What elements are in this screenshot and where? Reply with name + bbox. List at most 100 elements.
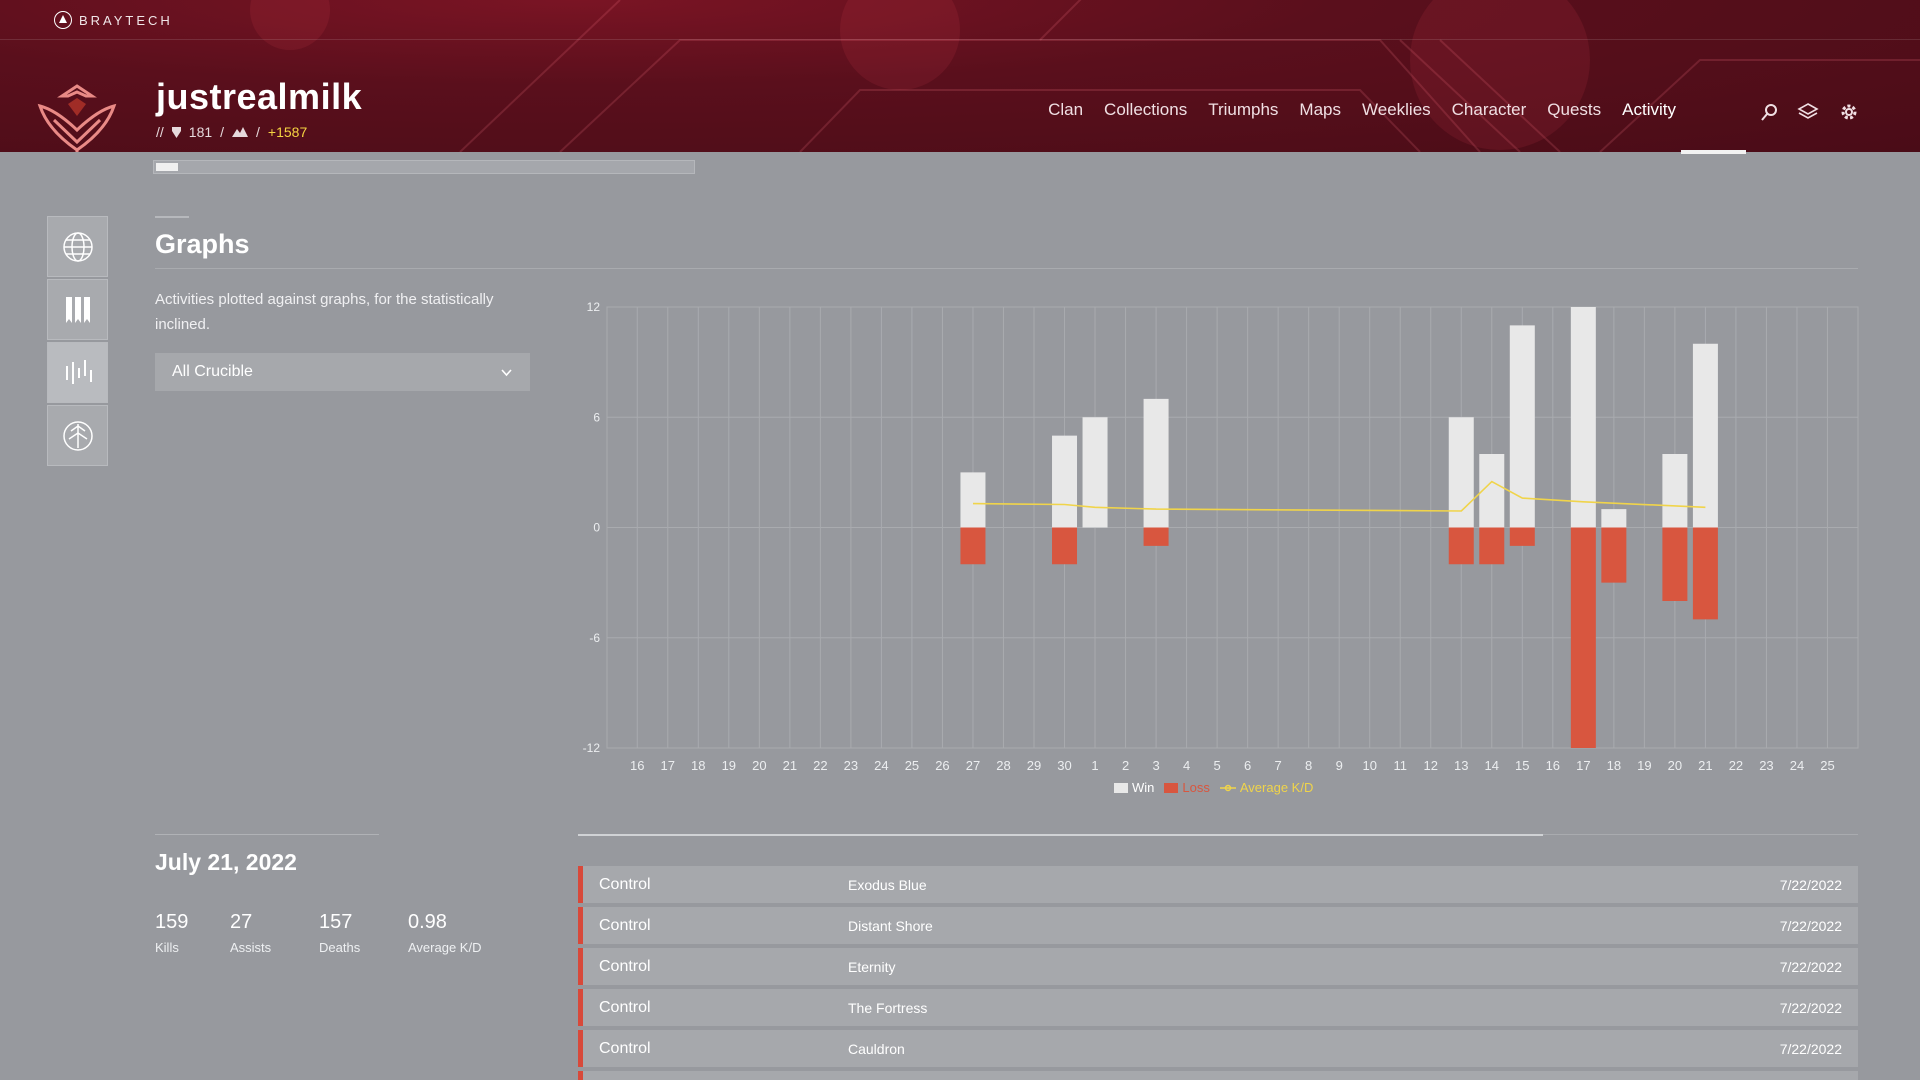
loss-bar <box>1448 527 1474 565</box>
section-accent-rule <box>155 216 189 218</box>
nav-quests[interactable]: Quests <box>1547 100 1602 119</box>
x-tick-label: 12 <box>1424 758 1438 773</box>
win-bar <box>1601 509 1627 528</box>
activity-filter-select[interactable]: All Crucible <box>155 353 530 391</box>
legend-loss-label: Loss <box>1182 780 1210 795</box>
stat-assists: 27 Assists <box>230 911 319 955</box>
activity-row[interactable]: Control The Fortress 7/22/2022 <box>578 989 1858 1026</box>
x-tick-label: 17 <box>661 758 675 773</box>
x-tick-label: 18 <box>691 758 705 773</box>
x-tick-label: 10 <box>1362 758 1376 773</box>
activity-row[interactable]: Control Cauldron 7/22/2022 <box>578 1030 1858 1067</box>
x-tick-label: 29 <box>1027 758 1041 773</box>
header-topbar <box>0 0 1920 40</box>
summary-date: July 21, 2022 <box>155 849 297 875</box>
x-tick-label: 19 <box>1637 758 1651 773</box>
brand-logo[interactable]: BRAYTECH <box>54 11 173 29</box>
sidebar-item-crucible[interactable] <box>47 405 108 466</box>
x-tick-label: 16 <box>630 758 644 773</box>
activity-mode: Control <box>599 998 651 1016</box>
meta-separator: / <box>220 124 225 140</box>
stat-label: Kills <box>155 940 179 955</box>
activity-date: 7/22/2022 <box>1779 876 1842 893</box>
x-tick-label: 6 <box>1244 758 1251 773</box>
activity-mode: Control <box>599 916 651 934</box>
win-bar <box>960 472 986 528</box>
graphs-icon <box>65 359 92 384</box>
sidebar-item-banners[interactable] <box>47 279 108 340</box>
layers-icon[interactable] <box>1797 101 1819 123</box>
x-tick-label: 26 <box>935 758 949 773</box>
loss-bar <box>1479 527 1505 565</box>
search-icon[interactable] <box>1759 101 1781 123</box>
legend-win-label: Win <box>1132 780 1155 795</box>
x-tick-label: 25 <box>905 758 919 773</box>
stat-deaths: 157 Deaths <box>319 911 408 955</box>
x-tick-label: 24 <box>1790 758 1804 773</box>
summary-rule <box>155 834 379 835</box>
activity-map: Distant Shore <box>848 917 933 934</box>
progress-bar <box>153 160 695 174</box>
x-tick-label: 9 <box>1336 758 1343 773</box>
x-tick-label: 2 <box>1122 758 1129 773</box>
filter-value: All Crucible <box>172 363 253 380</box>
meta-separator: / <box>256 124 260 140</box>
nav-collections[interactable]: Collections <box>1104 100 1188 119</box>
activity-row[interactable]: Control Exodus Blue 7/22/2022 <box>578 866 1858 903</box>
x-tick-label: 23 <box>1759 758 1773 773</box>
win-bar <box>1082 417 1108 528</box>
win-bar <box>1509 325 1535 528</box>
list-rule <box>1543 834 1858 835</box>
stat-value: 0.98 <box>408 911 447 933</box>
nav-maps[interactable]: Maps <box>1299 100 1341 119</box>
activity-row[interactable] <box>578 1071 1858 1080</box>
nav-activity[interactable]: Activity <box>1622 100 1676 119</box>
nav-character[interactable]: Character <box>1451 100 1527 119</box>
win-bar <box>1052 435 1078 528</box>
sidebar-item-globe[interactable] <box>47 216 108 277</box>
x-tick-label: 25 <box>1820 758 1834 773</box>
sidebar-item-graphs[interactable] <box>47 342 108 403</box>
legend-kd-label: Average K/D <box>1239 780 1314 795</box>
stat-value: 159 <box>155 911 189 933</box>
x-tick-label: 5 <box>1213 758 1220 773</box>
guardian-rank-icon <box>232 127 249 137</box>
seal-count: 181 <box>188 124 213 140</box>
loss-bar <box>1601 527 1627 583</box>
kd-line <box>972 480 1706 512</box>
nav-clan[interactable]: Clan <box>1048 100 1084 119</box>
x-tick-label: 22 <box>1729 758 1743 773</box>
legend-win-swatch <box>1114 782 1128 793</box>
stat-label: Deaths <box>319 940 361 955</box>
activity-map: Exodus Blue <box>848 876 927 893</box>
x-tick-label: 18 <box>1607 758 1621 773</box>
section-title: Graphs <box>155 229 250 259</box>
site-header: BRAYTECH justrealmilk // 181 / / +1587 C… <box>0 0 1920 152</box>
stat-label: Assists <box>230 940 272 955</box>
nav-weeklies[interactable]: Weeklies <box>1362 100 1431 119</box>
activity-row[interactable]: Control Eternity 7/22/2022 <box>578 948 1858 985</box>
legend-win: Win <box>1114 780 1154 795</box>
x-tick-label: 4 <box>1183 758 1190 773</box>
header-decoration <box>250 0 1920 152</box>
stat-label: Average K/D <box>408 940 482 955</box>
activity-date: 7/22/2022 <box>1779 958 1842 975</box>
activity-map: Cauldron <box>848 1040 905 1057</box>
loss-bar <box>1509 527 1535 546</box>
nav-triumphs[interactable]: Triumphs <box>1208 100 1279 119</box>
x-tick-label: 27 <box>966 758 980 773</box>
activity-date: 7/22/2022 <box>1779 999 1842 1016</box>
y-tick-label: -12 <box>583 741 601 755</box>
gear-icon[interactable] <box>1838 101 1860 123</box>
brand-name: BRAYTECH <box>79 12 173 28</box>
player-name: justrealmilk <box>156 76 363 117</box>
x-tick-label: 17 <box>1576 758 1590 773</box>
banners-icon <box>65 296 90 323</box>
x-tick-label: 24 <box>874 758 888 773</box>
activity-row[interactable]: Control Distant Shore 7/22/2022 <box>578 907 1858 944</box>
globe-icon <box>62 231 93 262</box>
x-tick-label: 21 <box>783 758 797 773</box>
loss-bar <box>1692 527 1718 620</box>
crucible-icon <box>62 420 93 451</box>
